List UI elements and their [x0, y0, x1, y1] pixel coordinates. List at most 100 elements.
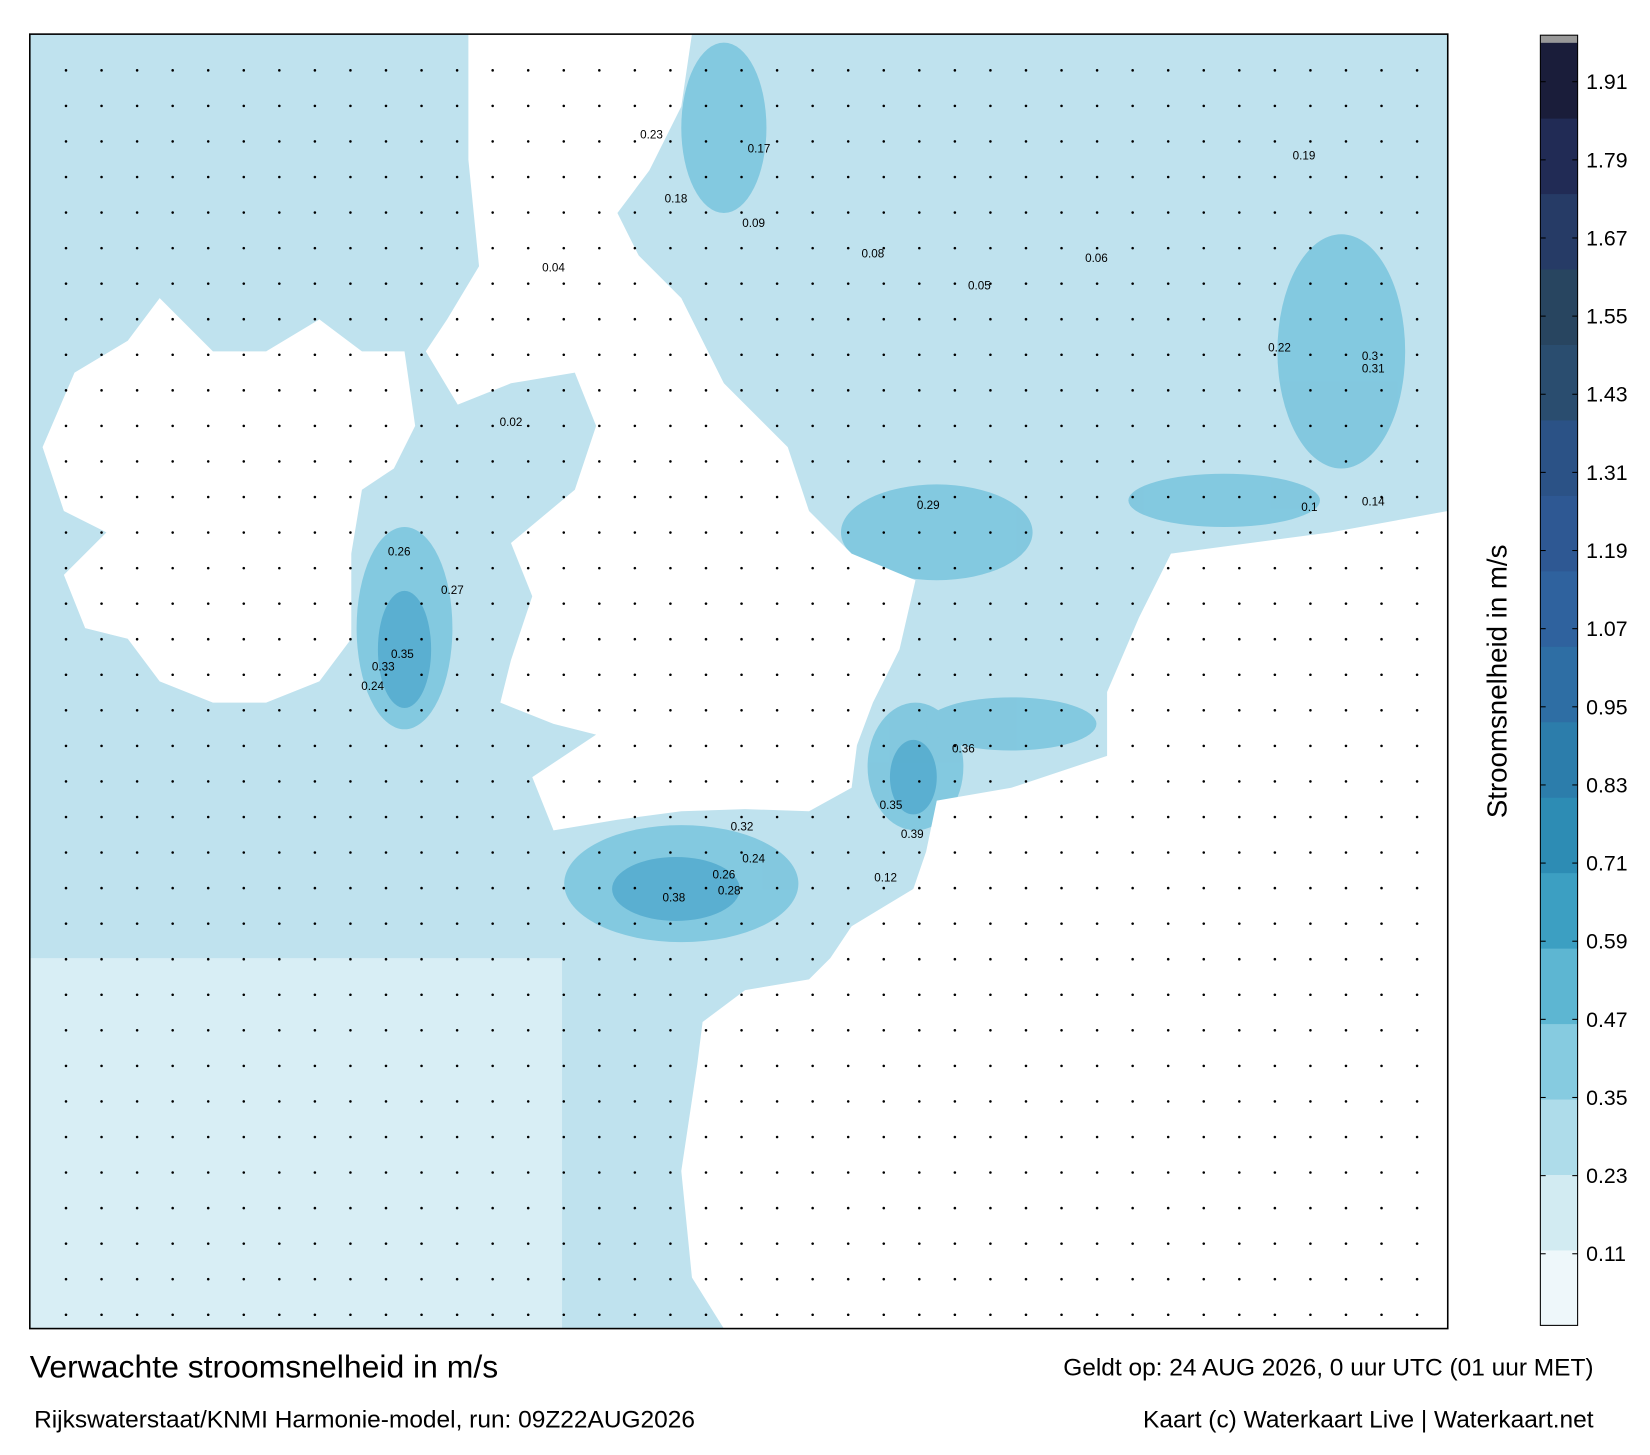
grid-dot [1166, 886, 1170, 890]
grid-dot [1131, 495, 1134, 499]
grid-dot [1166, 851, 1170, 854]
grid-dot [278, 1277, 281, 1281]
grid-dot [1166, 140, 1170, 143]
grid-dot [1238, 104, 1241, 108]
grid-dot [811, 1313, 814, 1317]
grid-dot [669, 1242, 672, 1245]
grid-dot [313, 1206, 317, 1210]
grid-dot [1273, 531, 1277, 534]
grid-dot [491, 815, 494, 819]
grid-dot [1344, 211, 1348, 214]
grid-dot [989, 1135, 992, 1139]
speed-label: 0.23 [640, 128, 663, 141]
grid-dot [989, 104, 992, 108]
grid-dot [135, 602, 139, 605]
grid-dot [1273, 1029, 1277, 1032]
grid-dot [100, 815, 103, 819]
grid-dot [64, 1064, 68, 1068]
grid-dot [704, 602, 708, 605]
grid-dot [1415, 957, 1419, 961]
grid-dot [1095, 282, 1099, 285]
grid-dot [278, 744, 281, 748]
grid-dot [349, 1313, 352, 1317]
grid-dot [491, 211, 494, 214]
grid-dot [1024, 1171, 1028, 1174]
grid-dot [64, 531, 68, 534]
grid-dot [598, 886, 601, 890]
grid-dot [562, 211, 566, 214]
grid-dot [1380, 673, 1383, 677]
speed-label: 0.24 [361, 680, 384, 693]
grid-dot [1273, 673, 1277, 677]
grid-dot [313, 637, 317, 641]
grid-dot [1060, 1242, 1063, 1245]
grid-dot [206, 780, 210, 783]
grid-dot [811, 1206, 814, 1210]
grid-dot [491, 1029, 494, 1032]
grid-dot [1380, 566, 1383, 570]
speed-label: 0.27 [441, 584, 464, 597]
grid-dot [953, 1135, 957, 1139]
grid-dot [1095, 1206, 1099, 1210]
grid-dot [846, 424, 850, 428]
grid-dot [704, 69, 708, 72]
grid-dot [1380, 780, 1383, 783]
grid-dot [989, 709, 992, 712]
grid-dot [1095, 1135, 1099, 1139]
grid-dot [100, 104, 103, 108]
grid-dot [1273, 69, 1277, 72]
grid-dot [1238, 1277, 1241, 1281]
grid-dot [1060, 780, 1063, 783]
grid-dot [1344, 531, 1348, 534]
grid-dot [598, 815, 601, 819]
grid-dot [633, 637, 637, 641]
grid-dot [882, 673, 886, 677]
grid-dot [1131, 1242, 1134, 1245]
grid-dot [1344, 1313, 1348, 1317]
grid-dot [1238, 993, 1241, 997]
grid-dot [206, 531, 210, 534]
grid-dot [669, 957, 672, 961]
grid-dot [64, 1277, 68, 1281]
grid-dot [669, 1135, 672, 1139]
grid-dot [455, 780, 459, 783]
grid-dot [1309, 815, 1312, 819]
grid-dot [64, 780, 68, 783]
grid-dot [455, 495, 459, 499]
grid-dot [313, 531, 317, 534]
grid-dot [278, 282, 281, 285]
grid-dot [953, 1206, 957, 1210]
grid-dot [704, 495, 708, 499]
grid-dot [1415, 1171, 1419, 1174]
grid-dot [420, 637, 423, 641]
grid-dot [1202, 1029, 1206, 1032]
grid-dot [633, 69, 637, 72]
grid-dot [135, 886, 139, 890]
grid-dot [1202, 886, 1206, 890]
grid-dot [242, 424, 246, 428]
grid-dot [669, 424, 672, 428]
grid-dot [1273, 1064, 1277, 1068]
grid-dot [278, 495, 281, 499]
grid-dot [669, 211, 672, 214]
colorbar-band [1540, 646, 1578, 723]
grid-dot [669, 1064, 672, 1068]
grid-dot [775, 317, 779, 321]
grid-dot [989, 1242, 992, 1245]
grid-dot [1273, 886, 1277, 890]
grid-dot [775, 495, 779, 499]
grid-dot [526, 495, 530, 499]
grid-dot [1309, 389, 1312, 392]
grid-dot [811, 780, 814, 783]
grid-dot [704, 246, 708, 250]
grid-dot [384, 246, 388, 250]
grid-dot [1273, 211, 1277, 214]
grid-dot [1309, 317, 1312, 321]
grid-dot [100, 922, 103, 925]
grid-dot [1238, 1171, 1241, 1174]
grid-dot [455, 1313, 459, 1317]
grid-dot [989, 1313, 992, 1317]
grid-dot [633, 317, 637, 321]
grid-dot [1238, 744, 1241, 748]
grid-dot [384, 1029, 388, 1032]
